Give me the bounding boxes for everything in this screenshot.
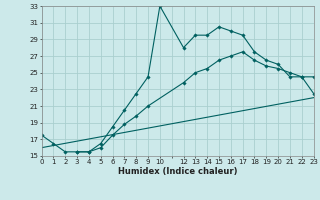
- X-axis label: Humidex (Indice chaleur): Humidex (Indice chaleur): [118, 167, 237, 176]
